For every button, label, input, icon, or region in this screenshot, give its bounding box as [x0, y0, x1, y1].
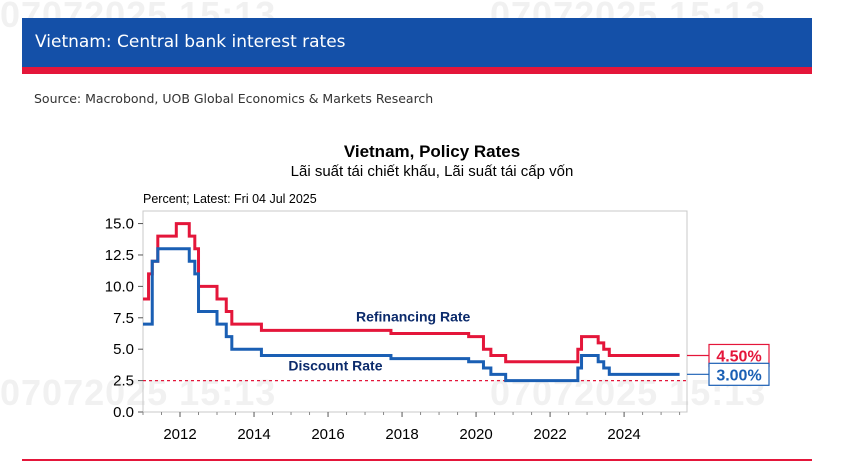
footer-divider [22, 459, 812, 461]
y-tick-label: 12.5 [105, 247, 134, 264]
latest-value-label: 4.50% [716, 348, 761, 365]
page-header: Vietnam: Central bank interest rates [22, 18, 812, 74]
y-tick-label: 7.5 [113, 310, 134, 327]
chart-title: Vietnam, Policy Rates [344, 142, 520, 161]
series-annotation: Refinancing Rate [356, 309, 471, 325]
plot-frame [142, 210, 688, 413]
header-accent-bar [22, 67, 812, 74]
series-annotation: Discount Rate [288, 358, 382, 374]
source-note: Source: Macrobond, UOB Global Economics … [34, 91, 434, 106]
x-tick-label: 2014 [237, 426, 270, 443]
y-tick-label: 2.5 [113, 373, 134, 390]
y-tick-label: 15.0 [105, 216, 134, 233]
series-line-refinancing-rate [143, 222, 680, 364]
y-tick-label: 5.0 [113, 341, 134, 358]
x-tick-label: 2020 [459, 426, 492, 443]
page-title: Vietnam: Central bank interest rates [35, 32, 346, 52]
chart-subtitle: Lãi suất tái chiết khấu, Lãi suất tái cấ… [291, 163, 574, 180]
y-tick-label: 10.0 [105, 278, 134, 295]
x-tick-label: 2016 [311, 426, 344, 443]
unit-note: Percent; Latest: Fri 04 Jul 2025 [143, 192, 317, 206]
x-tick-label: 2012 [163, 426, 196, 443]
x-tick-label: 2022 [533, 426, 566, 443]
series-line-discount-rate [143, 247, 680, 383]
y-tick-label: 0.0 [113, 404, 134, 421]
latest-value-label: 3.00% [716, 367, 761, 384]
x-tick-label: 2018 [385, 426, 418, 443]
x-tick-label: 2024 [607, 426, 640, 443]
watermark-text: 07072025 15:13 [0, 372, 277, 413]
